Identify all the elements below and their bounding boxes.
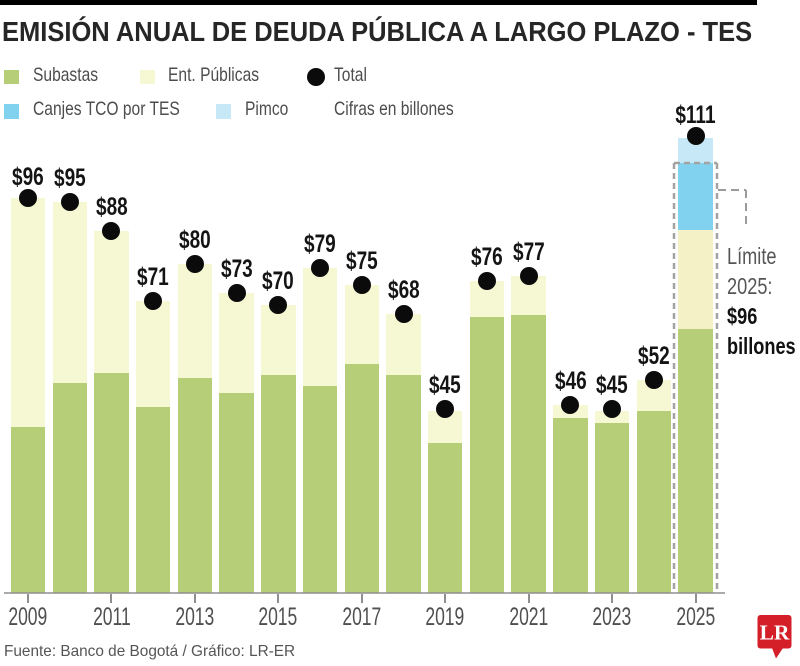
svg-text:LR: LR — [760, 621, 790, 645]
